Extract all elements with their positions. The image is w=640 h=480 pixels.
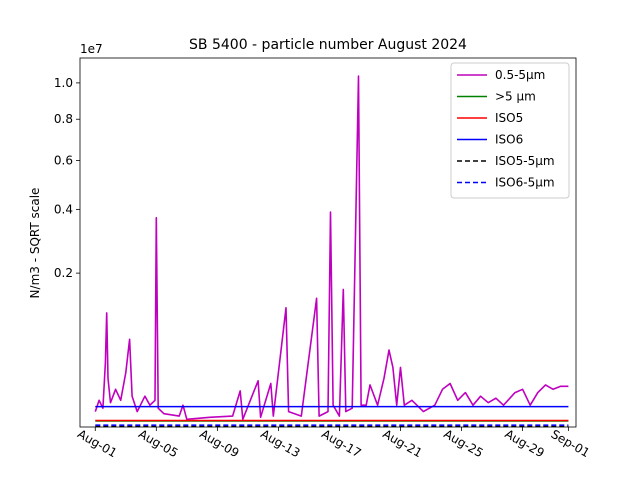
legend-label: ISO6 — [495, 133, 523, 147]
y-axis-multiplier: 1e7 — [80, 42, 103, 56]
y-tick-label: 0.6 — [54, 153, 73, 167]
x-tick-label: Aug-01 — [75, 427, 119, 461]
series-line-0 — [94, 75, 569, 421]
x-tick-label: Aug-05 — [136, 427, 180, 461]
y-axis: 0.2 0.4 0.6 0.8 1.0 — [54, 76, 80, 280]
x-tick-label: Aug-29 — [502, 427, 546, 461]
legend-label: ISO5-5µm — [495, 154, 555, 168]
y-axis-label: N/m3 - SQRT scale — [28, 188, 42, 299]
legend-label: >5 µm — [495, 90, 536, 104]
plot-area — [79, 57, 577, 428]
legend-label: ISO6-5µm — [495, 176, 555, 190]
x-axis: Aug-01 Aug-05 Aug-09 Aug-13 Aug-17 Aug-21 Aug-… — [75, 427, 592, 461]
x-tick-label: Aug-09 — [197, 427, 241, 461]
y-tick-label: 0.8 — [54, 112, 73, 126]
x-tick-label: Aug-25 — [441, 427, 485, 461]
y-tick-label: 1.0 — [54, 76, 73, 90]
legend: 0.5-5µm >5 µm ISO5 ISO6 ISO5-5µm ISO6-5µm — [450, 62, 570, 199]
plot-frame — [79, 57, 577, 428]
y-tick-label: 0.4 — [54, 202, 73, 216]
chart-title: SB 5400 - particle number August 2024 — [189, 37, 467, 53]
x-tick-label: Aug-13 — [258, 427, 302, 461]
y-tick-label: 0.2 — [54, 266, 73, 280]
legend-label: 0.5-5µm — [495, 68, 545, 82]
x-tick-label: Aug-21 — [380, 427, 424, 461]
x-tick-label: Aug-17 — [319, 427, 363, 461]
x-tick-label: Sep-01 — [549, 427, 593, 460]
legend-label: ISO5 — [495, 111, 523, 125]
